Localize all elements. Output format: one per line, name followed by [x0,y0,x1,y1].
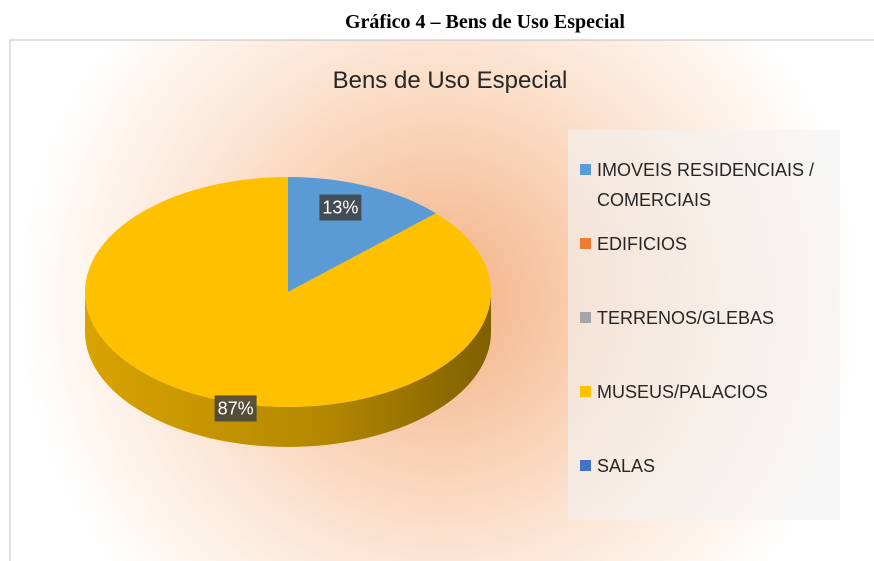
data-label: 87% [218,398,254,418]
caption: Gráfico 4 – Bens de Uso Especial [345,11,625,33]
legend-label: IMOVEIS RESIDENCIAIS / COMERCIAIS [597,160,815,210]
side-shade [85,292,491,447]
legend-box [568,130,840,520]
legend-entry: TERRENOS/GLEBAS [580,303,830,333]
legend-swatch [580,164,591,175]
legend-entry: SALAS [580,451,830,481]
data-label: 13% [322,198,358,218]
legend-label: TERRENOS/GLEBAS [597,308,775,328]
legend-label: MUSEUS/PALACIOS [597,382,768,402]
label-box [319,194,362,221]
legend-swatch [580,386,591,397]
legend-swatch [580,238,591,249]
legend-label: SALAS [597,456,656,476]
legend-label: EDIFICIOS [597,234,688,254]
legend-entry: IMOVEIS RESIDENCIAIS / COMERCIAIS [580,155,830,215]
pie-slice [84,176,491,407]
legend-swatch [580,312,591,323]
chart-title: Bens de Uso Especial [333,67,568,94]
label-box [214,395,257,422]
legend-entry: MUSEUS/PALACIOS [580,377,830,407]
legend-swatch [580,460,591,471]
legend-entry: EDIFICIOS [580,229,830,259]
